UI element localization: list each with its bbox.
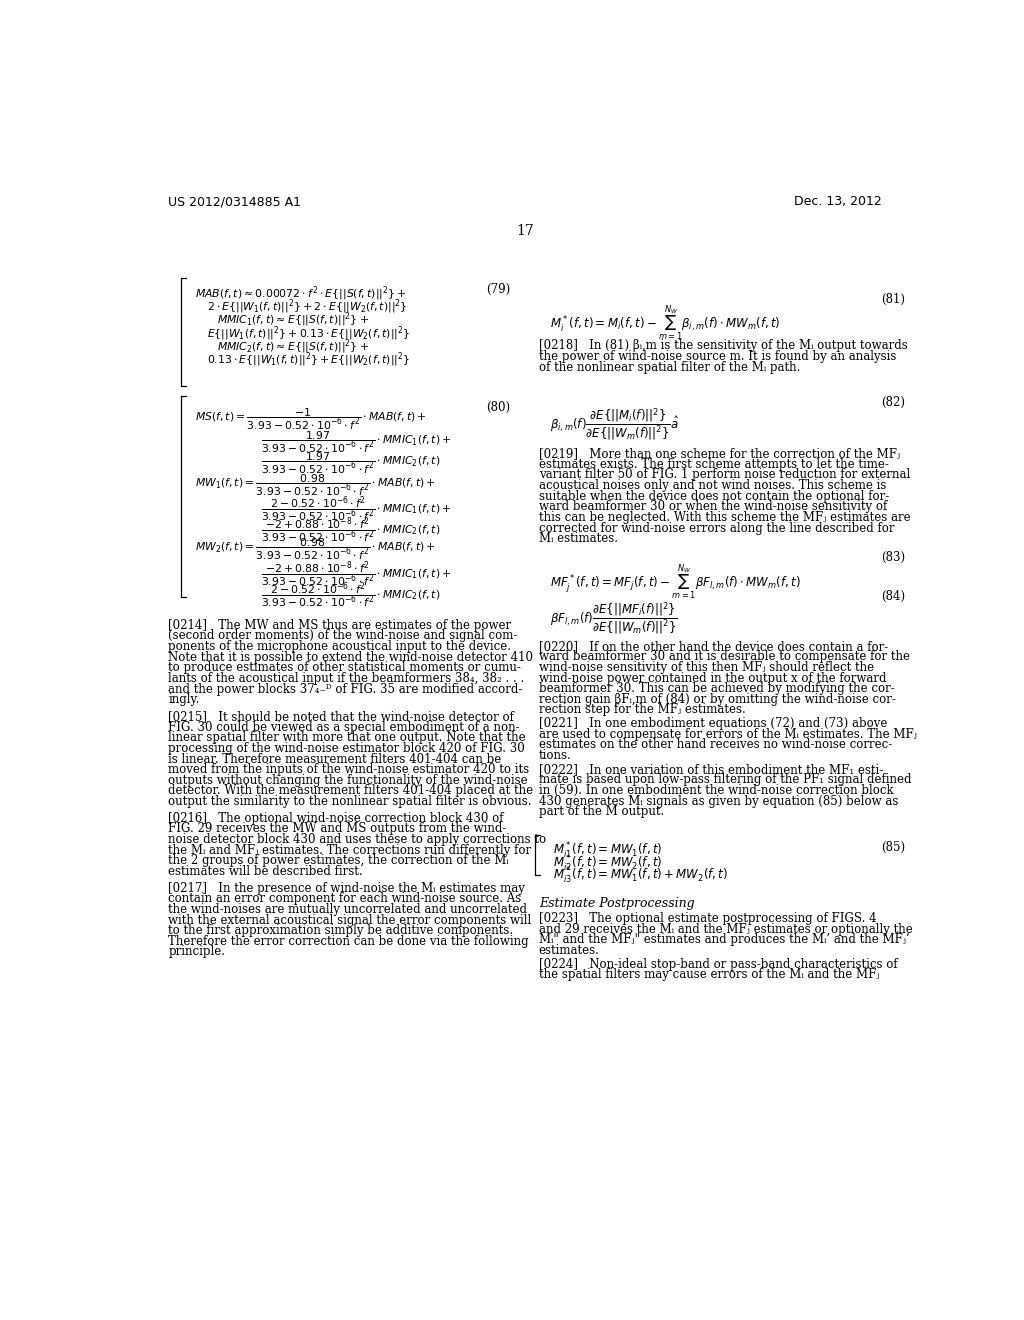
Text: Estimate Postprocessing: Estimate Postprocessing <box>539 896 694 909</box>
Text: estimates.: estimates. <box>539 944 600 957</box>
Text: [0219]   More than one scheme for the correction of the MFⱼ: [0219] More than one scheme for the corr… <box>539 447 900 461</box>
Text: Note that it is possible to extend the wind-noise detector 410: Note that it is possible to extend the w… <box>168 651 534 664</box>
Text: outputs without changing the functionality of the wind-noise: outputs without changing the functionali… <box>168 774 528 787</box>
Text: $\dfrac{2-0.52 \cdot 10^{-6} \cdot f^2}{3.93-0.52 \cdot 10^{-6} \cdot f^2} \cdot: $\dfrac{2-0.52 \cdot 10^{-6} \cdot f^2}{… <box>261 581 440 610</box>
Text: to produce estimates of other statistical moments or cumu-: to produce estimates of other statistica… <box>168 661 521 675</box>
Text: $MMIC_2(f,t) \approx E\{||S(f,t)||^2\} +$: $MMIC_2(f,t) \approx E\{||S(f,t)||^2\} +… <box>217 337 369 355</box>
Text: estimates on the other hand receives no wind-noise correc-: estimates on the other hand receives no … <box>539 738 892 751</box>
Text: the spatial filters may cause errors of the Mᵢ and the MFⱼ: the spatial filters may cause errors of … <box>539 969 880 981</box>
Text: estimates will be described first.: estimates will be described first. <box>168 865 362 878</box>
Text: $\beta_{i,m}(f)\dfrac{\partial E\{||M_i(f)||^2\}}{\partial E\{||W_m(f)||^2\}}\ha: $\beta_{i,m}(f)\dfrac{\partial E\{||M_i(… <box>550 407 679 442</box>
Text: $E\{||W_1(f,t)||^2\} + 0.13 \cdot E\{||W_2(f,t)||^2\}$: $E\{||W_1(f,t)||^2\} + 0.13 \cdot E\{||W… <box>207 323 411 343</box>
Text: [0214]   The MW and MS thus are estimates of the power: [0214] The MW and MS thus are estimates … <box>168 619 511 632</box>
Text: to the first approximation simply be additive components.: to the first approximation simply be add… <box>168 924 513 937</box>
Text: US 2012/0314885 A1: US 2012/0314885 A1 <box>168 195 301 209</box>
Text: moved from the inputs of the wind-noise estimator 420 to its: moved from the inputs of the wind-noise … <box>168 763 529 776</box>
Text: 17: 17 <box>516 224 534 238</box>
Text: $0.13 \cdot E\{||W_1(f,t)||^2\} + E\{||W_2(f,t)||^2\}$: $0.13 \cdot E\{||W_1(f,t)||^2\} + E\{||W… <box>207 350 411 368</box>
Text: acoustical noises only and not wind noises. This scheme is: acoustical noises only and not wind nois… <box>539 479 886 492</box>
Text: estimates exists. The first scheme attempts to let the time-: estimates exists. The first scheme attem… <box>539 458 889 471</box>
Text: [0218]   In (81) βᵢ,m is the sensitivity of the Mᵢ output towards: [0218] In (81) βᵢ,m is the sensitivity o… <box>539 339 907 352</box>
Text: processing of the wind-noise estimator block 420 of FIG. 30: processing of the wind-noise estimator b… <box>168 742 525 755</box>
Text: (second order moments) of the wind-noise and signal com-: (second order moments) of the wind-noise… <box>168 630 518 643</box>
Text: $\dfrac{1.97}{3.93-0.52 \cdot 10^{-6} \cdot f^2} \cdot MMIC_1(f,t) +$: $\dfrac{1.97}{3.93-0.52 \cdot 10^{-6} \c… <box>261 429 452 454</box>
Text: wind-noise power contained in the output x of the forward: wind-noise power contained in the output… <box>539 672 886 685</box>
Text: of the nonlinear spatial filter of the Mᵢ path.: of the nonlinear spatial filter of the M… <box>539 360 800 374</box>
Text: variant filter 50 of FIG. 1 perform noise reduction for external: variant filter 50 of FIG. 1 perform nois… <box>539 469 910 482</box>
Text: Mᵢ" and the MFⱼ" estimates and produces the Mᵢ’ and the MFⱼ’: Mᵢ" and the MFⱼ" estimates and produces … <box>539 933 909 946</box>
Text: [0223]   The optional estimate postprocessing of FIGS. 4: [0223] The optional estimate postprocess… <box>539 912 877 925</box>
Text: the Mᵢ and MFⱼ estimates. The corrections run differently for: the Mᵢ and MFⱼ estimates. The correction… <box>168 843 531 857</box>
Text: $\dfrac{-2+0.88 \cdot 10^{-8} \cdot f^2}{3.93-0.52 \cdot 10^{-6} \cdot f^2} \cdo: $\dfrac{-2+0.88 \cdot 10^{-8} \cdot f^2}… <box>261 516 440 545</box>
Text: Dec. 13, 2012: Dec. 13, 2012 <box>794 195 882 209</box>
Text: (82): (82) <box>882 396 905 409</box>
Text: $MW_1(f,t) = \dfrac{0.98}{3.93-0.52 \cdot 10^{-6} \cdot f^2} \cdot MAB(f,t) +$: $MW_1(f,t) = \dfrac{0.98}{3.93-0.52 \cdo… <box>196 473 436 498</box>
Text: contain an error component for each wind-noise source. As: contain an error component for each wind… <box>168 892 521 906</box>
Text: [0215]   It should be noted that the wind-noise detector of: [0215] It should be noted that the wind-… <box>168 710 514 723</box>
Text: the 2 groups of power estimates, the correction of the Mᵢ: the 2 groups of power estimates, the cor… <box>168 854 509 867</box>
Text: $M_{i1}^*(f,t) = MW_1(f,t)$: $M_{i1}^*(f,t) = MW_1(f,t)$ <box>553 841 663 862</box>
Text: rection step for the MFⱼ estimates.: rection step for the MFⱼ estimates. <box>539 704 745 717</box>
Text: $MS(f,t) = \dfrac{-1}{3.93-0.52 \cdot 10^{-6} \cdot f^2} \cdot MAB(f,t) +$: $MS(f,t) = \dfrac{-1}{3.93-0.52 \cdot 10… <box>196 407 427 432</box>
Text: linear spatial filter with more that one output. Note that the: linear spatial filter with more that one… <box>168 731 526 744</box>
Text: $\beta F_{l,m}(f)\dfrac{\partial E\{||MF_i(f)||^2\}}{\partial E\{||W_m(f)||^2\}}: $\beta F_{l,m}(f)\dfrac{\partial E\{||MF… <box>550 601 678 636</box>
Text: are used to compensate for errors of the Mᵢ estimates. The MFⱼ: are used to compensate for errors of the… <box>539 727 916 741</box>
Text: $\dfrac{1.97}{3.93-0.52 \cdot 10^{-6} \cdot f^2} \cdot MMIC_2(f,t)$: $\dfrac{1.97}{3.93-0.52 \cdot 10^{-6} \c… <box>261 451 440 477</box>
Text: ponents of the microphone acoustical input to the device.: ponents of the microphone acoustical inp… <box>168 640 511 653</box>
Text: part of the M output.: part of the M output. <box>539 805 664 818</box>
Text: the power of wind-noise source m. It is found by an analysis: the power of wind-noise source m. It is … <box>539 350 896 363</box>
Text: 430 generates Mᵢ signals as given by equation (85) below as: 430 generates Mᵢ signals as given by equ… <box>539 795 898 808</box>
Text: FIG. 29 receives the MW and MS outputs from the wind-: FIG. 29 receives the MW and MS outputs f… <box>168 822 507 836</box>
Text: Therefore the error correction can be done via the following: Therefore the error correction can be do… <box>168 935 529 948</box>
Text: ward beamformer 30 or when the wind-noise sensitivity of: ward beamformer 30 or when the wind-nois… <box>539 500 887 513</box>
Text: suitable when the device does not contain the optional for-: suitable when the device does not contai… <box>539 490 889 503</box>
Text: (85): (85) <box>882 841 905 854</box>
Text: output the similarity to the nonlinear spatial filter is obvious.: output the similarity to the nonlinear s… <box>168 795 531 808</box>
Text: detector. With the measurement filters 401-404 placed at the: detector. With the measurement filters 4… <box>168 784 534 797</box>
Text: $\dfrac{2-0.52 \cdot 10^{-6} \cdot f^2}{3.93-0.52 \cdot 10^{-6} \cdot f^2} \cdot: $\dfrac{2-0.52 \cdot 10^{-6} \cdot f^2}{… <box>261 494 452 524</box>
Text: [0220]   If on the other hand the device does contain a for-: [0220] If on the other hand the device d… <box>539 640 888 652</box>
Text: rection gain βFᵢ,m of (84) or by omitting the wind-noise cor-: rection gain βFᵢ,m of (84) or by omittin… <box>539 693 896 706</box>
Text: [0216]   The optional wind-noise correction block 430 of: [0216] The optional wind-noise correctio… <box>168 812 504 825</box>
Text: and 29 receives the Mᵢ and the MFⱼ estimates or optionally the: and 29 receives the Mᵢ and the MFⱼ estim… <box>539 923 912 936</box>
Text: ingly.: ingly. <box>168 693 200 706</box>
Text: beamformer 30. This can be achieved by modifying the cor-: beamformer 30. This can be achieved by m… <box>539 682 895 696</box>
Text: the wind-noises are mutually uncorrelated and uncorrelated: the wind-noises are mutually uncorrelate… <box>168 903 527 916</box>
Text: corrected for wind-noise errors along the line described for: corrected for wind-noise errors along th… <box>539 521 894 535</box>
Text: (83): (83) <box>882 552 905 564</box>
Text: $M_{i3}^*(f,t) = MW_1(f,t) + MW_2(f,t)$: $M_{i3}^*(f,t) = MW_1(f,t) + MW_2(f,t)$ <box>553 866 728 886</box>
Text: noise detector block 430 and uses these to apply corrections to: noise detector block 430 and uses these … <box>168 833 547 846</box>
Text: this can be neglected. With this scheme the MFⱼ estimates are: this can be neglected. With this scheme … <box>539 511 910 524</box>
Text: (80): (80) <box>486 401 510 414</box>
Text: $\dfrac{-2+0.88 \cdot 10^{-8} \cdot f^2}{3.93-0.52 \cdot 10^{-6} \cdot f^2} \cdo: $\dfrac{-2+0.88 \cdot 10^{-8} \cdot f^2}… <box>261 558 452 589</box>
Text: mate is based upon low-pass filtering of the PF₁ signal defined: mate is based upon low-pass filtering of… <box>539 774 911 787</box>
Text: is linear. Therefore measurement filters 401-404 can be: is linear. Therefore measurement filters… <box>168 752 502 766</box>
Text: in (59). In one embodiment the wind-noise correction block: in (59). In one embodiment the wind-nois… <box>539 784 893 797</box>
Text: and the power blocks 37₄₋ᴰ of FIG. 35 are modified accord-: and the power blocks 37₄₋ᴰ of FIG. 35 ar… <box>168 682 522 696</box>
Text: $MF_j^*(f,t) = MF_j(f,t) - \sum_{m=1}^{N_W} \beta F_{l,m}(f) \cdot MW_m(f,t)$: $MF_j^*(f,t) = MF_j(f,t) - \sum_{m=1}^{N… <box>550 562 801 601</box>
Text: (84): (84) <box>882 590 905 603</box>
Text: wind-noise sensitivity of this then MFⱼ should reflect the: wind-noise sensitivity of this then MFⱼ … <box>539 661 873 675</box>
Text: principle.: principle. <box>168 945 225 958</box>
Text: $MAB(f,t) \approx 0.00072 \cdot f^2 \cdot E\{||S(f,t)||^2\} +$: $MAB(f,t) \approx 0.00072 \cdot f^2 \cdo… <box>196 284 408 302</box>
Text: $2 \cdot E\{||W_1(f,t)||^2\} + 2 \cdot E\{||W_2(f,t)||^2\}$: $2 \cdot E\{||W_1(f,t)||^2\} + 2 \cdot E… <box>207 298 408 317</box>
Text: [0221]   In one embodiment equations (72) and (73) above: [0221] In one embodiment equations (72) … <box>539 717 887 730</box>
Text: $MMIC_1(f,t) \approx E\{||S(f,t)||^2\} +$: $MMIC_1(f,t) \approx E\{||S(f,t)||^2\} +… <box>217 312 369 330</box>
Text: [0222]   In one variation of this embodiment the MF₁ esti-: [0222] In one variation of this embodime… <box>539 763 883 776</box>
Text: (79): (79) <box>486 284 510 296</box>
Text: ward beamformer 30 and it is desirable to compensate for the: ward beamformer 30 and it is desirable t… <box>539 651 909 663</box>
Text: FIG. 30 could be viewed as a special embodiment of a non-: FIG. 30 could be viewed as a special emb… <box>168 721 520 734</box>
Text: Mᵢ estimates.: Mᵢ estimates. <box>539 532 617 545</box>
Text: $M_{i2}^*(f,t) = MW_2(f,t)$: $M_{i2}^*(f,t) = MW_2(f,t)$ <box>553 854 663 874</box>
Text: [0217]   In the presence of wind-noise the Mᵢ estimates may: [0217] In the presence of wind-noise the… <box>168 882 525 895</box>
Text: tions.: tions. <box>539 748 571 762</box>
Text: [0224]   Non-ideal stop-band or pass-band characteristics of: [0224] Non-ideal stop-band or pass-band … <box>539 958 897 970</box>
Text: (81): (81) <box>882 293 905 306</box>
Text: with the external acoustical signal the error components will: with the external acoustical signal the … <box>168 913 531 927</box>
Text: lants of the acoustical input if the beamformers 38₄, 38₂ . . .: lants of the acoustical input if the bea… <box>168 672 524 685</box>
Text: $M_i^*(f,t) = M_i(f,t) - \sum_{m=1}^{N_W} \beta_{i,m}(f) \cdot MW_m(f,t)$: $M_i^*(f,t) = M_i(f,t) - \sum_{m=1}^{N_W… <box>550 304 781 342</box>
Text: $MW_2(f,t) = \dfrac{0.98}{3.93-0.52 \cdot 10^{-6} \cdot f^2} \cdot MAB(f,t) +$: $MW_2(f,t) = \dfrac{0.98}{3.93-0.52 \cdo… <box>196 537 436 562</box>
